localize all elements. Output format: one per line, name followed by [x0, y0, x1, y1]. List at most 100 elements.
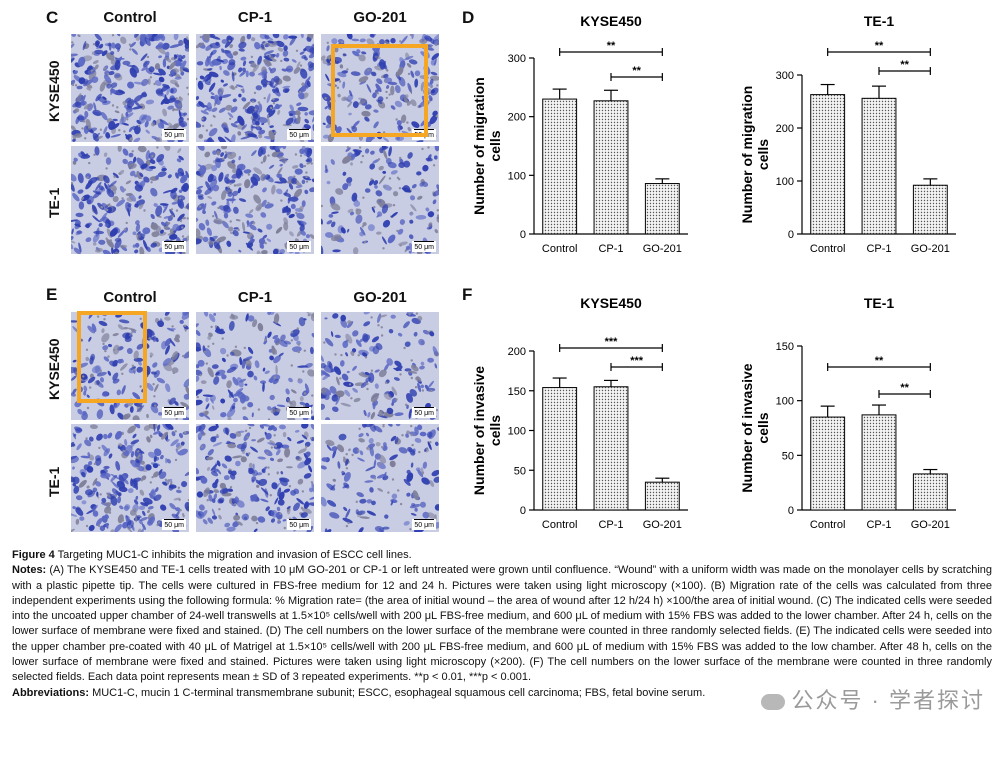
panel-letter-c: C	[46, 8, 59, 27]
y-tick-label: 0	[520, 229, 526, 241]
x-tick-label: Control	[542, 519, 577, 531]
figure-caption: Figure 4 Targeting MUC1-C inhibits the m…	[12, 548, 992, 701]
significance-label: **	[632, 65, 641, 77]
row-head-e-kyse450: KYSE450	[46, 338, 62, 400]
x-tick-label: CP-1	[598, 243, 623, 255]
micrograph-E-1-2: 50 μm	[321, 424, 439, 532]
x-tick-label: Control	[542, 243, 577, 255]
y-tick-label: 300	[776, 70, 794, 82]
chart-title: TE-1	[864, 13, 895, 29]
y-tick-label: 0	[788, 229, 794, 241]
y-axis-label: Number of migrationcells	[739, 86, 771, 224]
bar-cp-1	[593, 386, 629, 511]
chart-d-te1-svg: TE-1 0 100 200 300 Number of migrationcells Co…	[739, 13, 956, 255]
bar-control	[542, 387, 578, 511]
chart-d-kyse450-svg: KYSE450 0 100 200 300 Number of migrationcell…	[471, 13, 688, 255]
bar-cp-1	[861, 414, 897, 511]
panel-letter-e: E	[46, 285, 58, 304]
scale-bar: 50 μm	[287, 519, 311, 530]
watermark: 公众号 · 学者探讨	[761, 683, 985, 715]
y-axis-label: Number of invasivecells	[471, 366, 503, 495]
x-tick-label: GO-201	[643, 243, 682, 255]
y-tick-label: 200	[508, 346, 526, 358]
scale-bar: 50 μm	[162, 519, 186, 530]
scale-bar: 50 μm	[412, 519, 436, 530]
x-tick-label: Control	[810, 519, 845, 531]
caption-notes: Notes: (A) The KYSE450 and TE-1 cells tr…	[12, 563, 992, 685]
scale-bar: 50 μm	[162, 407, 186, 418]
significance-label: **	[900, 59, 909, 71]
x-tick-label: Control	[810, 243, 845, 255]
y-tick-label: 100	[776, 176, 794, 188]
row-head-c-kyse450: KYSE450	[46, 60, 62, 122]
bar-cp-1	[861, 97, 897, 235]
panel-letter-f: F	[462, 285, 473, 304]
chart-title: KYSE450	[580, 13, 642, 29]
chart-f-kyse450: KYSE450 0 50 100 150 200 Number of invasivecel…	[466, 290, 711, 540]
scale-bar: 50 μm	[287, 407, 311, 418]
figure-label: Figure 4	[12, 549, 55, 561]
caption-title-line: Figure 4 Targeting MUC1-C inhibits the m…	[12, 548, 992, 563]
chart-f-kyse450-svg: KYSE450 0 50 100 150 200 Number of invasivecel…	[471, 295, 688, 531]
scale-bar: 50 μm	[287, 241, 311, 252]
micrograph-E-1-1: 50 μm	[196, 424, 314, 532]
scale-bar: 50 μm	[162, 241, 186, 252]
x-tick-label: CP-1	[866, 519, 891, 531]
scale-bar: 50 μm	[162, 129, 186, 140]
x-tick-label: GO-201	[911, 519, 950, 531]
bar-go-201	[912, 473, 948, 511]
notes-text: (A) The KYSE450 and TE-1 cells treated w…	[12, 564, 992, 684]
y-tick-label: 150	[776, 341, 794, 353]
chart-f-te1: TE-1 0 50 100 150 Number of invasivecells Cont…	[734, 290, 979, 540]
micrograph-C-1-2: 50 μm	[321, 146, 439, 254]
abbr-text: MUC1-C, mucin 1 C-terminal transmembrane…	[89, 686, 706, 699]
chart-title: TE-1	[864, 295, 895, 311]
bar-control	[810, 94, 846, 235]
notes-label: Notes:	[12, 564, 47, 577]
chart-f-te1-svg: TE-1 0 50 100 150 Number of invasivecells Cont…	[739, 295, 956, 531]
col-head-e-control: Control	[103, 289, 157, 306]
caption-abbreviations: Abbreviations: MUC1-C, mucin 1 C-termina…	[12, 686, 992, 701]
y-axis-label: Number of migrationcells	[471, 77, 503, 215]
significance-label: **	[900, 382, 909, 394]
highlight-box-c	[331, 44, 428, 137]
chart-d-te1: TE-1 0 100 200 300 Number of migrationcells Co…	[734, 10, 979, 265]
y-tick-label: 100	[508, 170, 526, 182]
y-tick-label: 150	[508, 386, 526, 398]
micrograph-E-0-2: 50 μm	[321, 312, 439, 420]
y-tick-label: 200	[508, 112, 526, 124]
y-tick-label: 100	[508, 426, 526, 438]
chart-d-kyse450: KYSE450 0 100 200 300 Number of migrationcell…	[466, 10, 711, 265]
y-tick-label: 50	[782, 450, 794, 462]
col-head-e-go201: GO-201	[353, 289, 407, 306]
significance-label: ***	[605, 336, 619, 348]
significance-label: ***	[630, 355, 644, 367]
scale-bar: 50 μm	[287, 129, 311, 140]
y-tick-label: 100	[776, 396, 794, 408]
panel-letter-d: D	[462, 8, 475, 27]
bar-control	[810, 416, 846, 511]
micrograph-C-1-0: 50 μm	[71, 146, 189, 254]
micrograph-C-1-1: 50 μm	[196, 146, 314, 254]
scale-bar: 50 μm	[412, 407, 436, 418]
wechat-icon	[761, 694, 786, 711]
x-tick-label: CP-1	[598, 519, 623, 531]
significance-label: **	[607, 40, 616, 52]
significance-label: **	[875, 40, 884, 52]
bar-control	[542, 98, 578, 235]
chart-title: KYSE450	[580, 295, 642, 311]
figure-title: Targeting MUC1-C inhibits the migration …	[54, 549, 412, 561]
significance-label: **	[875, 355, 884, 367]
micrograph-E-0-1: 50 μm	[196, 312, 314, 420]
y-tick-label: 200	[776, 123, 794, 135]
row-head-c-te1: TE-1	[46, 187, 62, 218]
highlight-box-e	[77, 311, 147, 403]
y-tick-label: 300	[508, 53, 526, 65]
bar-go-201	[644, 481, 680, 511]
abbr-label: Abbreviations:	[12, 686, 90, 699]
micrograph-C-0-2: 50 μm	[321, 34, 439, 142]
micrograph-C-0-0: 50 μm	[71, 34, 189, 142]
micrograph-C-0-1: 50 μm	[196, 34, 314, 142]
col-head-c-go201: GO-201	[353, 9, 407, 26]
y-axis-label: Number of invasivecells	[739, 363, 771, 492]
